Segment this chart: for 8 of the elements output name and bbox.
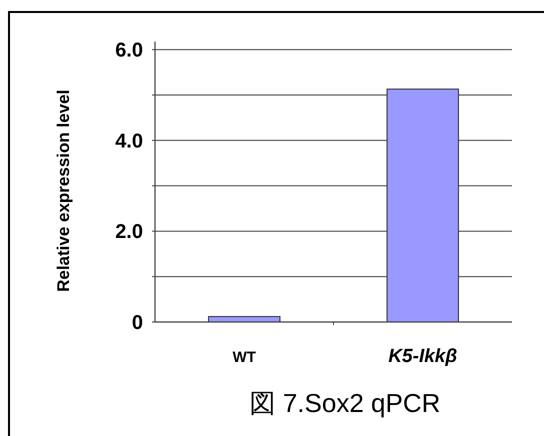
y-tick-label: 4.0 — [115, 130, 143, 152]
x-tick-label: WT — [232, 349, 256, 366]
y-tick-label: 0 — [132, 312, 143, 334]
y-tick-label: 6.0 — [115, 40, 143, 62]
y-axis-title: Relative expression level — [54, 90, 73, 292]
x-tick-label: K5-Ikkβ — [388, 346, 458, 367]
y-tick-label: 2.0 — [115, 221, 143, 244]
text: 図 7.Sox2 qPCR — [250, 388, 440, 418]
